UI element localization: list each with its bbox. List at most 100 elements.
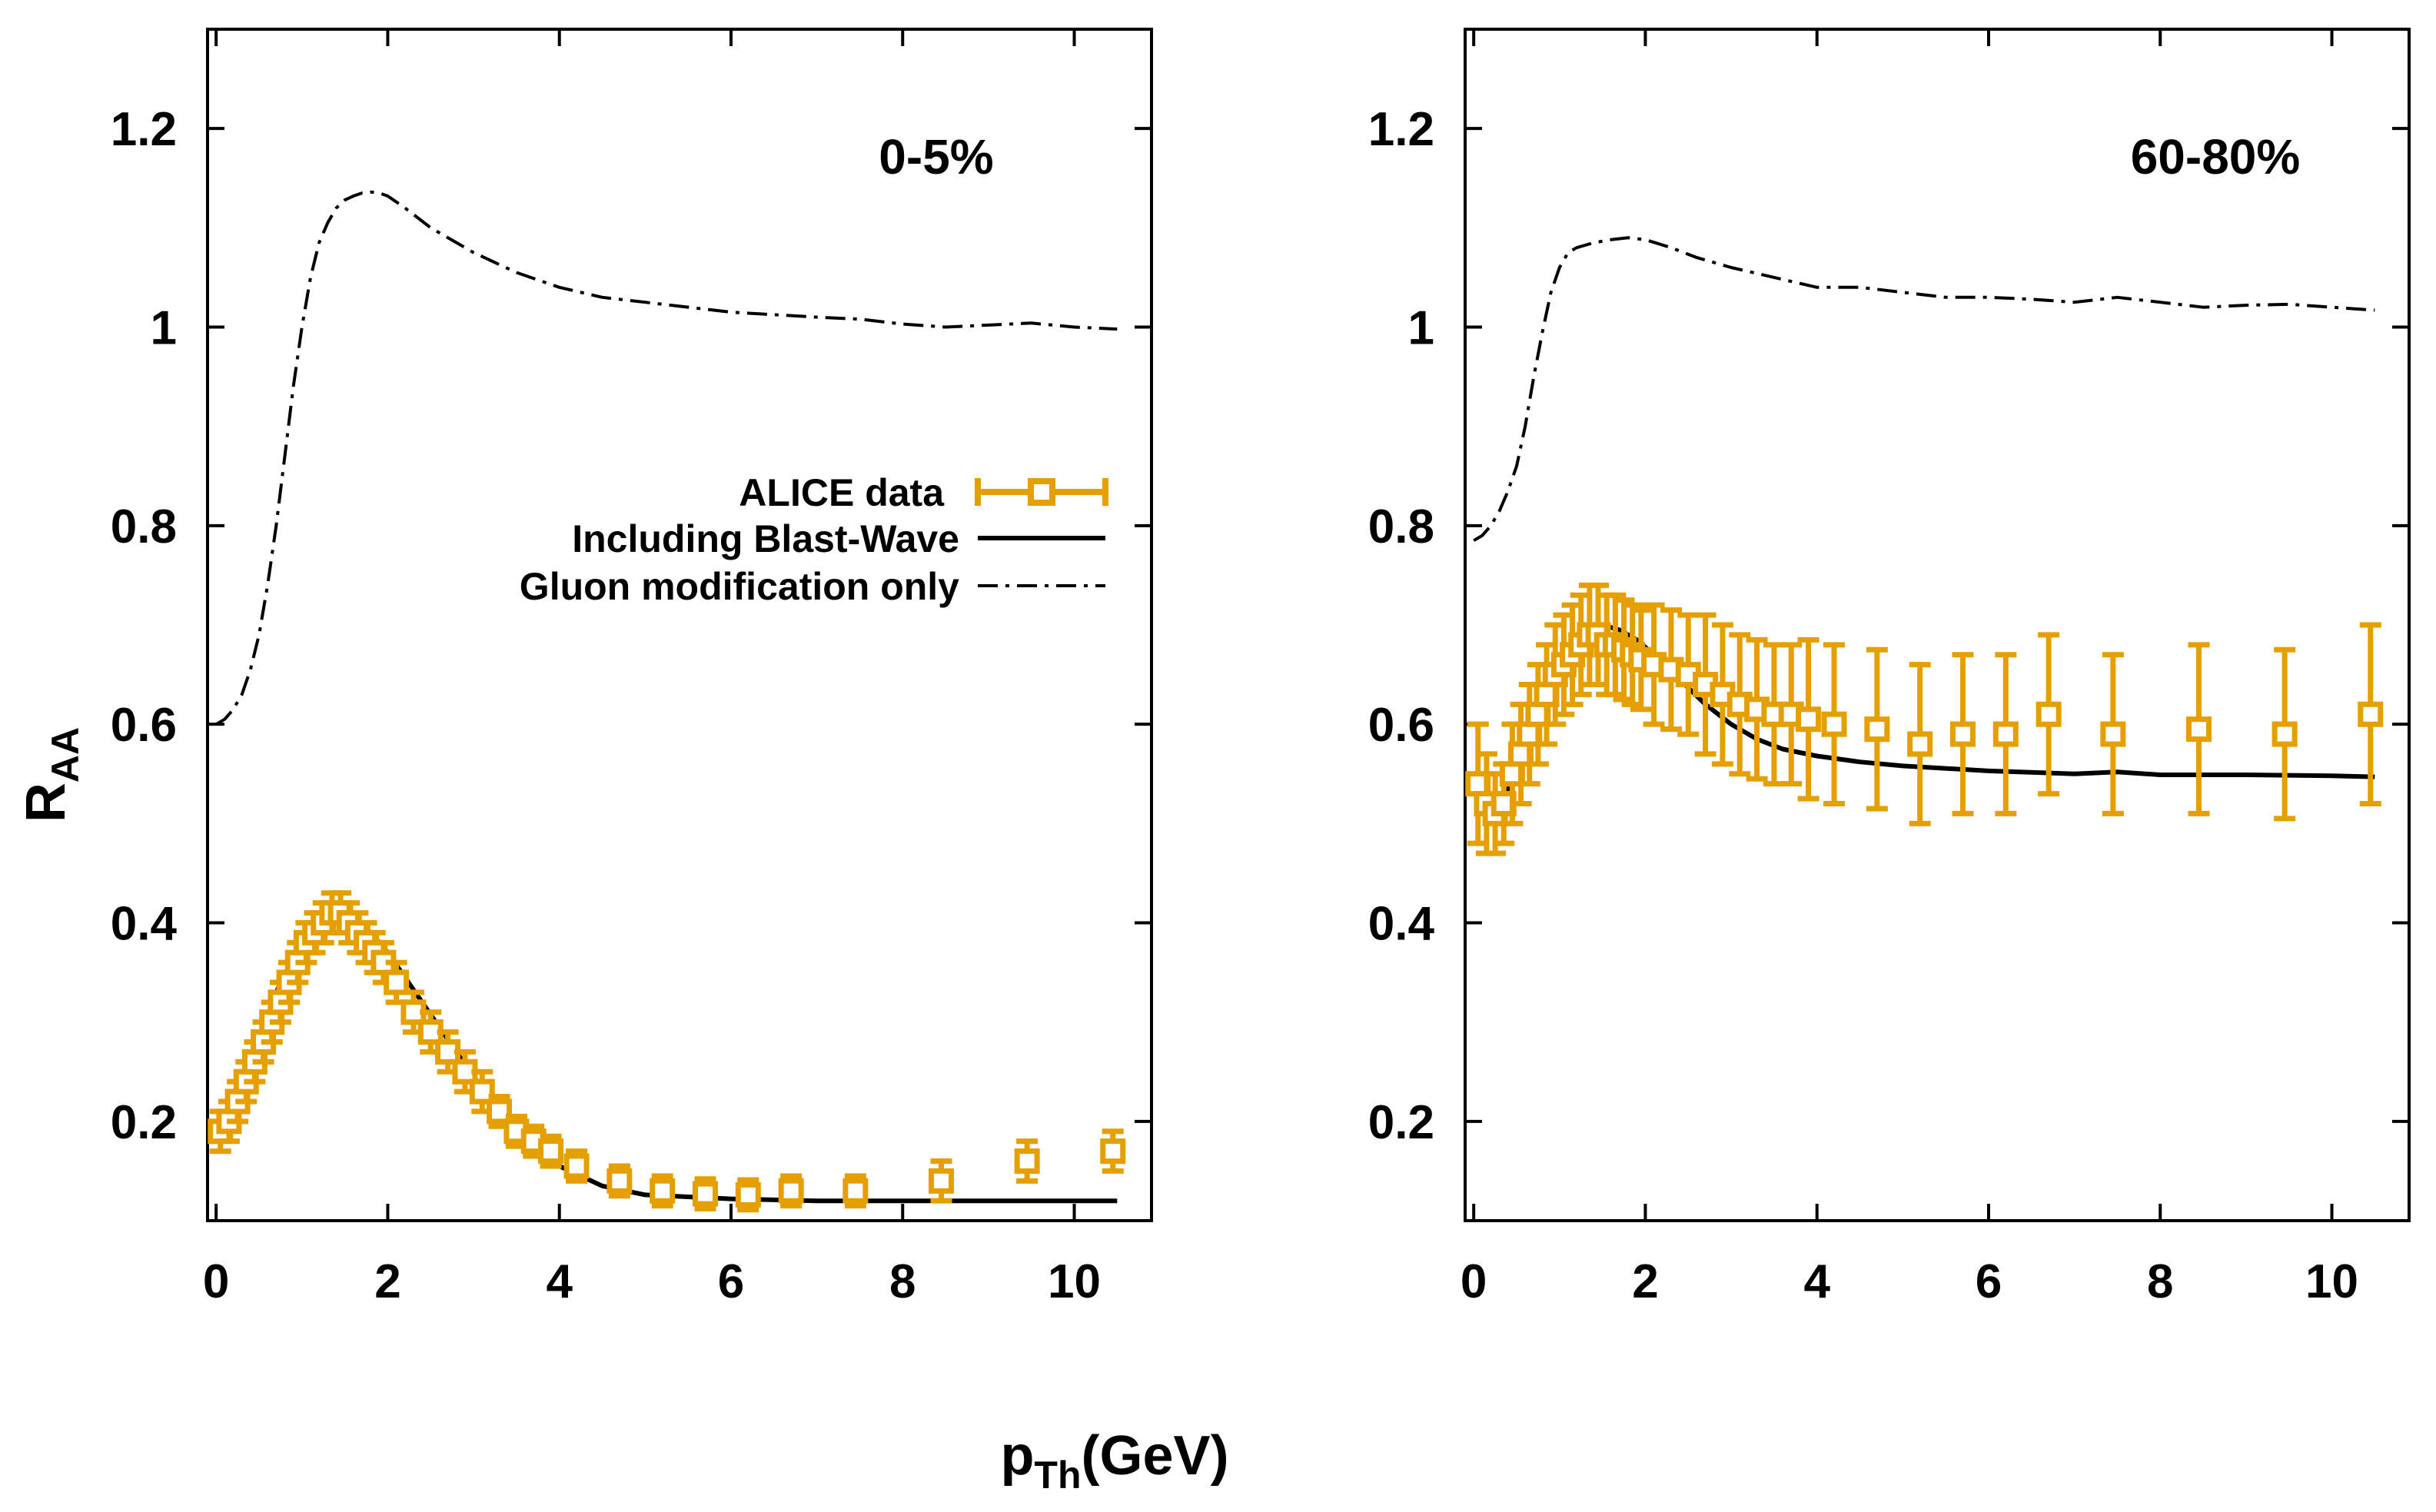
alice-data-point [1907,662,1933,826]
x-tick-label: 8 [889,1255,916,1308]
y-tick-label: 0.2 [111,1096,177,1149]
data-marker [2185,716,2212,743]
legend-swatch-alice [975,478,1108,506]
data-marker [1014,1148,1040,1174]
alice-data-point [1796,636,1822,802]
legend-label-alice: ALICE data [739,471,945,514]
data-marker [563,1153,590,1179]
y-tick-label: 0.8 [111,500,177,553]
alice-data-point [2185,642,2212,816]
data-marker [1864,716,1890,743]
plot-frame [1464,28,2411,1222]
y-tick-labels: 0.2 0.4 0.6 0.8 1 1.2 [111,103,178,1149]
y-tick-labels: 0.2 0.4 0.6 0.8 1 1.2 [1368,103,1435,1149]
data-marker [1821,711,1847,737]
panel-label: 60-80% [2131,129,2301,184]
data-marker [538,1138,564,1165]
x-tick-label: 0 [203,1255,229,1308]
y-axis-title-sub: AA [44,727,87,783]
x-tick-label: 6 [718,1255,744,1308]
y-tick-label: 0.4 [111,898,178,951]
legend: ALICE data Including Blast-Wave Gluon mo… [520,471,1108,608]
data-marker [1796,706,1822,733]
data-marker [607,1168,633,1194]
y-tick-label: 1.2 [111,103,177,156]
alice-data-point [2036,632,2062,797]
data-marker [1949,721,1976,747]
alice-data-points [1465,582,2384,856]
alice-data-point [469,1068,495,1115]
y-tick-label: 0.8 [1368,500,1434,553]
data-marker [650,1178,676,1204]
alice-data-point [928,1158,954,1204]
alice-data-point [417,1009,444,1055]
alice-data-point [607,1163,633,1199]
alice-data-point [2100,652,2126,816]
alice-data-point [1710,622,1736,767]
y-tick-label: 0.6 [111,699,177,752]
y-tick-label: 0.6 [1368,699,1434,752]
legend-entry-blast-wave: Including Blast-Wave [572,517,1105,560]
x-tick-label: 4 [546,1255,573,1308]
panel-label: 0-5% [879,129,993,184]
data-marker [2036,701,2062,727]
alice-data-point [452,1048,478,1095]
panel-0-5-percent: 0.2 0.4 0.6 0.8 1 1.2 0 2 4 6 8 10 0-5% [111,28,1153,1308]
x-axis-title-unit: (GeV) [1082,1425,1229,1487]
legend-entry-gluon: Gluon modification only [520,565,1105,608]
x-tick-label: 2 [1632,1255,1658,1308]
y-axis-title: RAA [15,727,87,822]
data-marker [2100,721,2126,747]
alice-data-point [563,1148,590,1184]
alice-data-point [1821,642,1847,806]
data-marker [2358,701,2384,727]
x-tick-label: 2 [374,1255,400,1308]
data-marker [928,1168,954,1194]
y-tick-label: 0.2 [1368,1096,1434,1149]
data-marker [735,1181,761,1208]
alice-data-point [538,1133,564,1169]
x-tick-labels: 0 2 4 6 8 10 [203,1255,1101,1308]
x-tick-labels: 0 2 4 6 8 10 [1461,1255,2358,1308]
y-axis-title-main: R [15,783,77,822]
y-tick-label: 1.2 [1368,103,1434,156]
tick-marks [1465,29,2409,1221]
legend-label-gluon: Gluon modification only [520,565,959,608]
alice-data-point [1100,1128,1126,1174]
data-marker [692,1181,718,1207]
gluon-modification-curve [215,190,1118,726]
x-tick-label: 10 [1048,1255,1101,1308]
alice-data-point [1992,652,2019,816]
plot-frame [206,28,1153,1222]
x-axis-title-sub: Th [1034,1454,1081,1497]
alice-data-point [2358,622,2384,806]
alice-data-point [384,959,410,1005]
alice-data-point [2271,646,2298,822]
x-axis-title-main: p [1000,1425,1034,1487]
alice-data-point [1693,612,1719,757]
data-marker [1907,731,1933,757]
alice-data-point [692,1176,718,1211]
x-tick-label: 4 [1803,1255,1830,1308]
data-marker [842,1178,869,1204]
x-tick-label: 8 [2147,1255,2173,1308]
x-tick-label: 6 [1976,1255,2002,1308]
data-marker [778,1178,804,1204]
x-axis-title: pTh(GeV) [1000,1425,1228,1497]
alice-data-point [778,1173,804,1209]
x-tick-label: 0 [1461,1255,1487,1308]
alice-data-point [1864,646,1890,812]
y-tick-label: 1 [1408,302,1434,355]
data-marker [1100,1138,1126,1165]
data-marker [384,969,410,995]
alice-data-point [842,1173,869,1209]
alice-data-point [1014,1138,1040,1184]
alice-data-point [650,1173,676,1209]
alice-data-points [208,890,1126,1213]
x-tick-label: 10 [2305,1255,2358,1308]
panel-60-80-percent: 0.2 0.4 0.6 0.8 1 1.2 0 2 4 6 8 10 60-80% [1368,28,2411,1308]
tick-marks [208,29,1152,1221]
alice-data-point [1949,652,1976,816]
legend-entry-alice: ALICE data [739,471,1108,514]
